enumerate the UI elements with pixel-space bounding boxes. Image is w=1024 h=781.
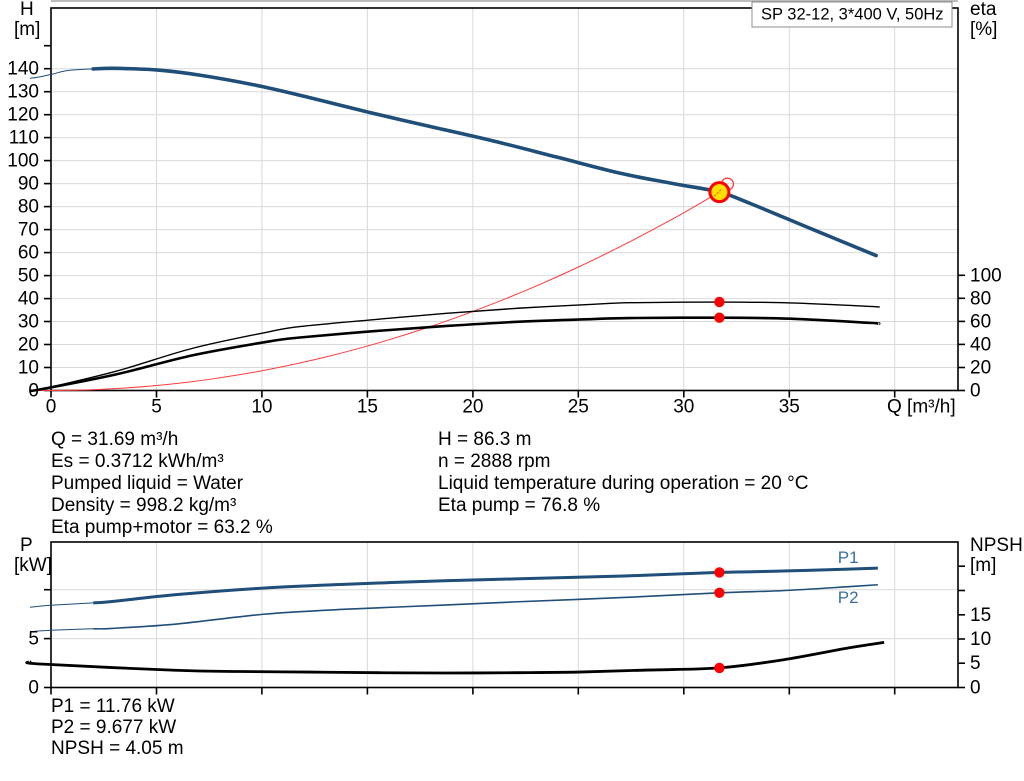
- svg-text:60: 60: [18, 243, 39, 264]
- svg-text:100: 100: [7, 151, 39, 172]
- svg-text:20: 20: [970, 358, 991, 379]
- svg-text:0: 0: [46, 397, 57, 418]
- svg-text:SP 32-12, 3*400 V, 50Hz: SP 32-12, 3*400 V, 50Hz: [761, 6, 944, 24]
- svg-text:80: 80: [970, 288, 991, 309]
- svg-text:Q [m³/h]: Q [m³/h]: [887, 397, 956, 418]
- svg-text:0: 0: [28, 678, 39, 699]
- svg-text:0: 0: [28, 381, 39, 402]
- svg-text:H: H: [20, 0, 34, 20]
- svg-text:P1: P1: [838, 548, 859, 567]
- svg-text:40: 40: [970, 334, 991, 355]
- svg-text:110: 110: [9, 128, 39, 149]
- svg-text:20: 20: [18, 335, 39, 356]
- svg-text:80: 80: [18, 197, 39, 218]
- svg-text:5: 5: [970, 653, 981, 674]
- svg-text:[m]: [m]: [14, 19, 40, 40]
- svg-text:130: 130: [7, 82, 39, 103]
- svg-text:120: 120: [7, 105, 39, 126]
- svg-text:30: 30: [673, 397, 694, 418]
- svg-text:70: 70: [18, 220, 39, 241]
- svg-text:eta: eta: [970, 0, 997, 20]
- svg-text:P: P: [20, 535, 33, 556]
- svg-text:20: 20: [462, 397, 483, 418]
- svg-text:P2: P2: [838, 588, 859, 607]
- svg-text:140: 140: [7, 59, 39, 80]
- svg-text:60: 60: [970, 311, 991, 332]
- svg-text:15: 15: [357, 397, 378, 418]
- svg-text:35: 35: [779, 397, 800, 418]
- svg-text:[%]: [%]: [970, 19, 997, 40]
- svg-text:25: 25: [568, 397, 589, 418]
- svg-text:10: 10: [970, 629, 991, 650]
- svg-text:90: 90: [18, 174, 39, 195]
- svg-text:100: 100: [970, 265, 1002, 286]
- svg-text:5: 5: [151, 397, 162, 418]
- svg-text:10: 10: [18, 358, 39, 379]
- svg-text:0: 0: [970, 678, 981, 699]
- svg-text:NPSH: NPSH: [970, 535, 1023, 556]
- svg-text:[kW]: [kW]: [14, 555, 52, 576]
- svg-text:10: 10: [251, 397, 272, 418]
- svg-text:15: 15: [970, 605, 991, 626]
- svg-text:5: 5: [28, 629, 39, 650]
- svg-text:[m]: [m]: [970, 555, 996, 576]
- svg-text:30: 30: [18, 312, 39, 333]
- svg-text:40: 40: [18, 289, 39, 310]
- svg-text:0: 0: [970, 381, 981, 402]
- svg-text:50: 50: [18, 266, 39, 287]
